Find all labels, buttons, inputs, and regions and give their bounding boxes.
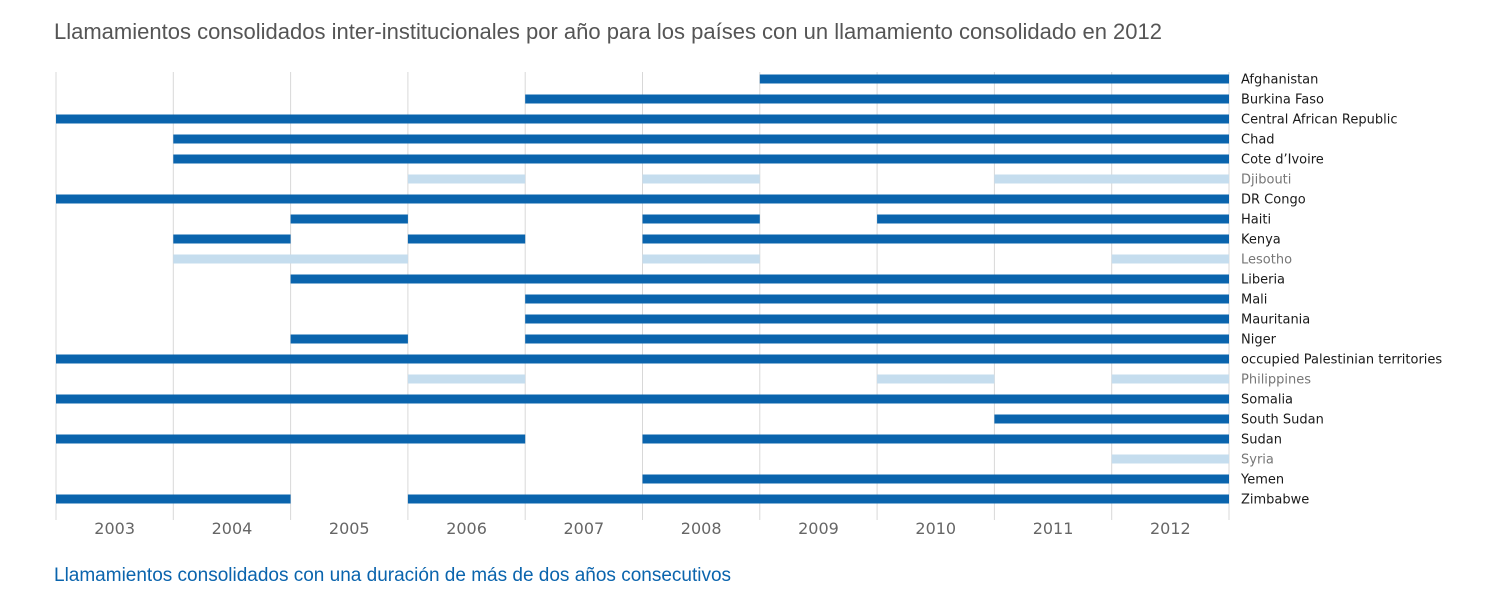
year-tick-label: 2006 xyxy=(446,519,487,538)
bar-segment xyxy=(290,334,408,344)
bar-segment xyxy=(642,174,760,184)
year-tick-label: 2008 xyxy=(681,519,722,538)
country-label: Mauritania xyxy=(1241,313,1310,328)
bar-segment xyxy=(525,334,1229,344)
country-label: Yemen xyxy=(1240,473,1284,488)
country-label: Mali xyxy=(1241,293,1267,308)
country-label: Somalia xyxy=(1241,393,1293,408)
year-tick-label: 2004 xyxy=(212,519,253,538)
year-tick-label: 2011 xyxy=(1033,519,1074,538)
bar-segment xyxy=(407,374,526,384)
year-tick-label: 2012 xyxy=(1150,519,1191,538)
year-tick-label: 2010 xyxy=(915,519,956,538)
bar-segment xyxy=(407,234,526,244)
bar-segment xyxy=(56,194,1229,204)
bar-segment xyxy=(173,134,1229,144)
bar-segment xyxy=(994,174,1229,184)
bar-segment xyxy=(56,494,291,504)
country-label: South Sudan xyxy=(1241,413,1324,428)
country-label: Afghanistan xyxy=(1241,73,1318,88)
bar-segment xyxy=(642,474,1229,484)
country-label: occupied Palestinian territories xyxy=(1241,353,1442,368)
country-label: Central African Republic xyxy=(1241,113,1397,128)
bar-segment xyxy=(525,294,1229,304)
bar-segment xyxy=(173,154,1229,164)
country-label: Djibouti xyxy=(1241,173,1291,188)
year-tick-label: 2009 xyxy=(798,519,839,538)
bar-segment xyxy=(56,114,1229,124)
country-label: Lesotho xyxy=(1241,253,1292,268)
bar-segment xyxy=(1111,454,1229,464)
chart-subtitle: Llamamientos consolidados con una duraci… xyxy=(54,565,732,586)
bar-segment xyxy=(877,374,995,384)
country-label: Burkina Faso xyxy=(1241,93,1324,108)
country-label: Zimbabwe xyxy=(1241,493,1309,508)
bar-segment xyxy=(173,254,408,264)
country-label: Liberia xyxy=(1241,273,1285,288)
year-tick-label: 2003 xyxy=(94,519,135,538)
year-tick-label: 2007 xyxy=(563,519,604,538)
chart-title: Llamamientos consolidados inter-instituc… xyxy=(54,19,1163,44)
country-label: Haiti xyxy=(1241,213,1271,228)
country-label: Kenya xyxy=(1241,233,1281,248)
bar-segment xyxy=(407,494,1229,504)
bar-segment xyxy=(525,94,1229,104)
bar-segment xyxy=(290,214,408,224)
bar-segment xyxy=(642,254,760,264)
bar-segment xyxy=(877,214,1229,224)
bar-segment xyxy=(642,434,1229,444)
bar-segment xyxy=(759,74,1229,84)
country-label: Niger xyxy=(1241,333,1277,348)
bar-segment xyxy=(56,394,1229,404)
country-label: Syria xyxy=(1241,453,1274,468)
bar-segment xyxy=(173,234,291,244)
bar-segment xyxy=(56,354,1229,364)
bar-segment xyxy=(56,434,526,444)
country-label: Sudan xyxy=(1241,433,1282,448)
bar-segment xyxy=(1111,254,1229,264)
bar-segment xyxy=(290,274,1230,284)
bar-segment xyxy=(407,174,526,184)
bar-segment xyxy=(525,314,1229,324)
year-tick-label: 2005 xyxy=(329,519,370,538)
bar-segment xyxy=(642,214,760,224)
country-label: DR Congo xyxy=(1241,193,1306,208)
country-label: Philippines xyxy=(1241,373,1311,388)
bar-segment xyxy=(642,234,1229,244)
country-label: Chad xyxy=(1241,133,1275,148)
country-label: Cote d’Ivoire xyxy=(1241,153,1324,168)
bar-segment xyxy=(1111,374,1229,384)
bar-segment xyxy=(994,414,1229,424)
